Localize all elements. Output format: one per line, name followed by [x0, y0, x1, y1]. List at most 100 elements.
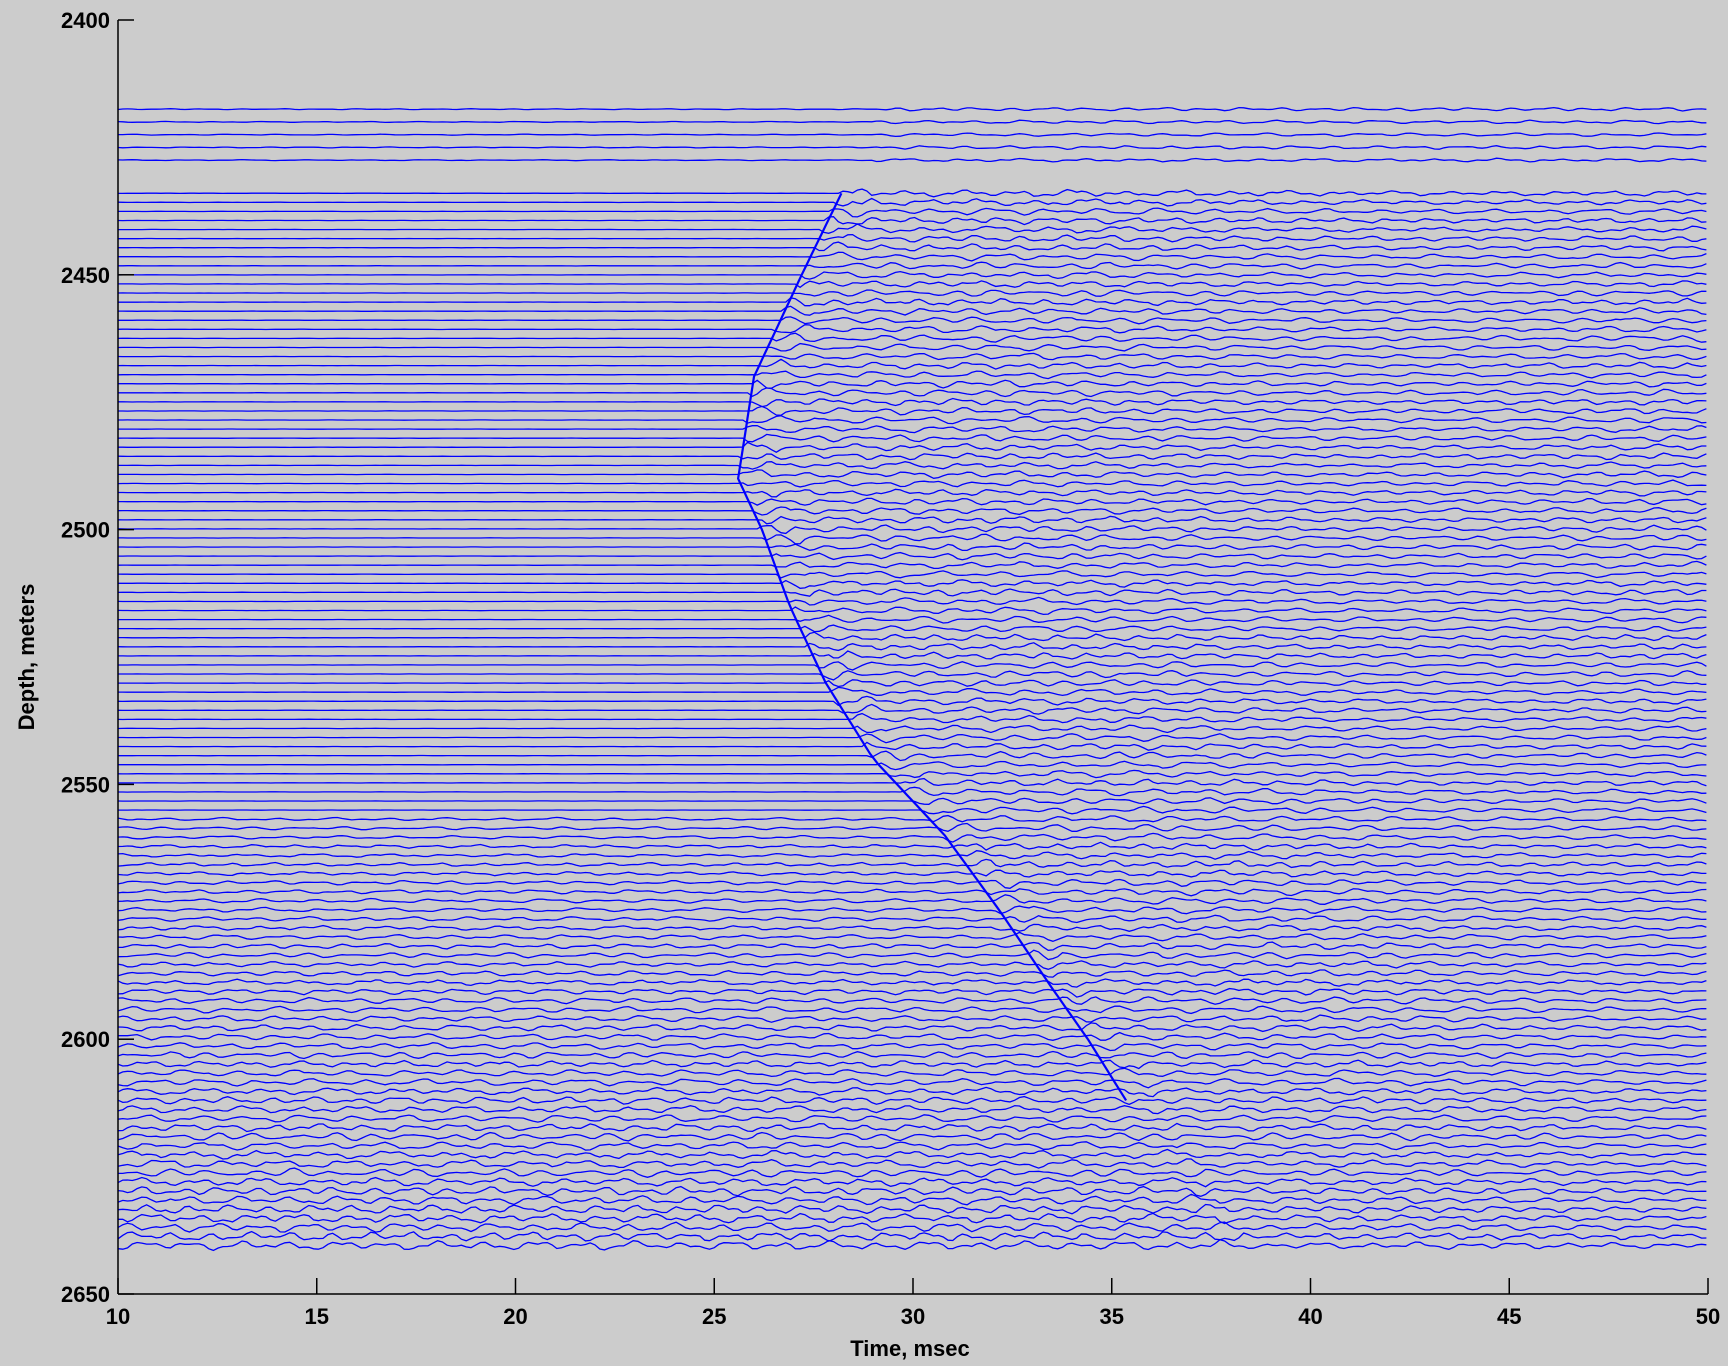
x-tick-label: 45: [1497, 1304, 1521, 1329]
seismic-trace: [118, 777, 1707, 787]
seismic-trace: [118, 405, 1707, 416]
y-tick-label: 2450: [61, 263, 110, 288]
seismic-trace: [117, 1086, 1707, 1098]
seismic-trace: [117, 1158, 1707, 1169]
y-tick-label: 2550: [61, 772, 110, 797]
seismic-trace: [117, 978, 1707, 988]
seismic-trace: [117, 960, 1707, 970]
seismic-trace: [117, 1238, 1707, 1252]
seismic-trace: [117, 1031, 1707, 1041]
trace-group: [117, 106, 1707, 1252]
x-tick-label: 30: [901, 1304, 925, 1329]
seismic-trace: [118, 223, 1707, 234]
seismic-trace: [117, 822, 1707, 832]
seismic-trace: [117, 342, 1707, 352]
y-axis-ticks: 2400 2450 2500 2550 2600 2650: [61, 8, 134, 1307]
seismic-trace: [117, 832, 1707, 843]
seismic-trace: [118, 461, 1707, 470]
seismic-trace: [117, 352, 1707, 361]
seismic-trace: [118, 379, 1707, 389]
x-axis-ticks: 10 15 20 25 30 35 40 45 50: [106, 1278, 1720, 1329]
seismic-trace: [118, 132, 1707, 138]
seismic-trace: [118, 741, 1707, 751]
seismic-trace: [118, 441, 1707, 453]
seismic-trace: [117, 905, 1707, 915]
seismic-trace: [117, 1203, 1707, 1215]
seismic-trace: [117, 289, 1707, 297]
seismic-trace: [118, 551, 1707, 561]
seismic-trace: [117, 1050, 1707, 1060]
seismic-trace: [118, 207, 1707, 218]
seismic-trace: [118, 297, 1707, 307]
seismic-trace: [117, 1185, 1707, 1197]
seismic-trace: [118, 251, 1707, 262]
seismic-trace: [117, 1176, 1707, 1188]
seismic-trace: [117, 1077, 1707, 1089]
seismic-trace: [117, 524, 1707, 535]
seismic-trace: [118, 424, 1707, 434]
seismic-trace: [117, 1141, 1707, 1151]
seismic-trace: [117, 1221, 1707, 1233]
x-tick-label: 35: [1100, 1304, 1124, 1329]
seismic-trace: [117, 941, 1707, 951]
seismic-trace: [117, 1131, 1707, 1142]
x-tick-label: 15: [305, 1304, 329, 1329]
seismic-trace: [118, 733, 1707, 744]
seismic-trace: [117, 197, 1707, 207]
seismic-trace: [117, 506, 1707, 516]
seismic-trace: [117, 949, 1707, 961]
seismic-trace: [117, 1114, 1707, 1123]
seismic-trace: [117, 1022, 1707, 1033]
seismic-trace: [117, 969, 1707, 978]
seismic-trace: [117, 560, 1707, 570]
seismic-trace: [117, 1122, 1707, 1133]
seismic-trace: [118, 188, 1707, 198]
seismic-trace: [117, 370, 1707, 380]
seismic-trace: [117, 358, 1707, 370]
seismic-trace: [117, 1067, 1707, 1078]
seismic-trace: [118, 786, 1707, 797]
x-tick-label: 25: [702, 1304, 726, 1329]
seismic-trace: [117, 588, 1707, 597]
seismic-trace: [118, 497, 1707, 506]
x-tick-label: 50: [1696, 1304, 1720, 1329]
seismic-trace: [118, 387, 1707, 398]
seismic-trace: [117, 858, 1707, 869]
seismic-trace: [117, 814, 1707, 823]
x-axis-title: Time, msec: [850, 1336, 969, 1361]
seismic-trace: [118, 614, 1707, 624]
seismic-trace: [117, 888, 1707, 897]
seismic-trace: [118, 579, 1707, 589]
seismic-trace: [118, 280, 1707, 289]
seismic-trace: [117, 515, 1707, 525]
seismic-trace: [117, 996, 1707, 1005]
seismic-trace: [117, 1095, 1707, 1106]
seismic-trace: [117, 606, 1707, 616]
seismic-trace: [118, 686, 1707, 697]
seismic-trace: [117, 479, 1707, 488]
seismic-trace: [117, 270, 1707, 280]
seismic-trace: [117, 1005, 1707, 1015]
seismic-trace: [117, 106, 1707, 112]
seismic-trace: [118, 1167, 1707, 1178]
seismic-trace: [118, 1212, 1707, 1225]
seismic-trace: [117, 695, 1707, 707]
seismic-trace: [118, 415, 1707, 425]
seismic-trace: [118, 261, 1707, 270]
seismic-trace: [117, 233, 1707, 243]
seismic-trace: [117, 724, 1707, 734]
seismic-trace: [117, 145, 1707, 151]
x-tick-label: 40: [1298, 1304, 1322, 1329]
seismic-trace: [117, 878, 1707, 889]
seismic-trace: [117, 712, 1707, 724]
seismic-trace: [117, 324, 1707, 334]
seismic-trace: [117, 1042, 1707, 1052]
first-break-curve: [736, 192, 1128, 1101]
seismic-trace: [117, 923, 1707, 932]
seismic-trace: [118, 316, 1707, 325]
seismic-trace: [118, 241, 1707, 252]
seismic-trace: [118, 805, 1707, 815]
seismic-trace: [118, 760, 1707, 771]
y-tick-label: 2400: [61, 8, 110, 33]
seismic-trace: [117, 703, 1707, 715]
